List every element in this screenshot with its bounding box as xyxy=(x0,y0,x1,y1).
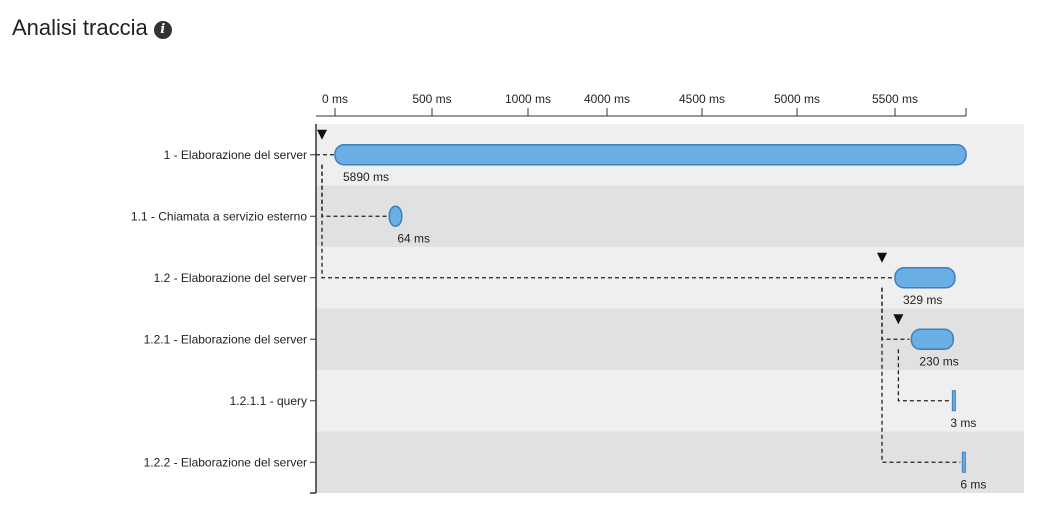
expand-marker-icon xyxy=(317,129,327,140)
row-label: 1.2.2 - Elaborazione del server xyxy=(144,455,307,469)
row-label: 1.2.1 - Elaborazione del server xyxy=(144,332,307,346)
row-background xyxy=(316,308,1024,370)
page-title-text: Analisi traccia xyxy=(12,15,148,40)
span-bar xyxy=(951,390,956,412)
span-bar xyxy=(894,267,956,289)
page-title: Analisi traccia i xyxy=(12,15,172,41)
span-bar xyxy=(961,451,966,473)
row-label: 1 - Elaborazione del server xyxy=(164,148,307,162)
duration-label: 5890 ms xyxy=(343,170,389,184)
duration-label: 230 ms xyxy=(919,354,958,368)
axis-tick-label: 5000 ms xyxy=(774,92,820,106)
span-bar xyxy=(910,328,955,350)
duration-label: 64 ms xyxy=(397,231,430,245)
row-background xyxy=(316,185,1024,247)
axis-tick-label: 1000 ms xyxy=(505,92,551,106)
duration-label: 6 ms xyxy=(960,477,986,491)
row-label: 1.2 - Elaborazione del server xyxy=(154,271,307,285)
connector-line xyxy=(881,287,961,463)
span-bar xyxy=(334,144,967,166)
axis-tick-label: 0 ms xyxy=(322,92,348,106)
axis-tick-label: 4000 ms xyxy=(584,92,630,106)
row-label: 1.1 - Chiamata a servizio esterno xyxy=(131,209,307,223)
row-label: 1.2.1.1 - query xyxy=(230,394,307,408)
connector-line xyxy=(897,349,951,402)
axis-tick-label: 5500 ms xyxy=(872,92,918,106)
duration-label: 329 ms xyxy=(903,293,942,307)
connector-line xyxy=(321,164,893,279)
expand-marker-icon xyxy=(893,314,904,325)
duration-label: 3 ms xyxy=(950,416,976,430)
axis-tick-label: 500 ms xyxy=(412,92,451,106)
info-icon[interactable]: i xyxy=(153,21,172,39)
axis-tick-label: 4500 ms xyxy=(679,92,725,106)
expand-marker-icon xyxy=(877,252,887,263)
span-bar xyxy=(388,205,403,227)
